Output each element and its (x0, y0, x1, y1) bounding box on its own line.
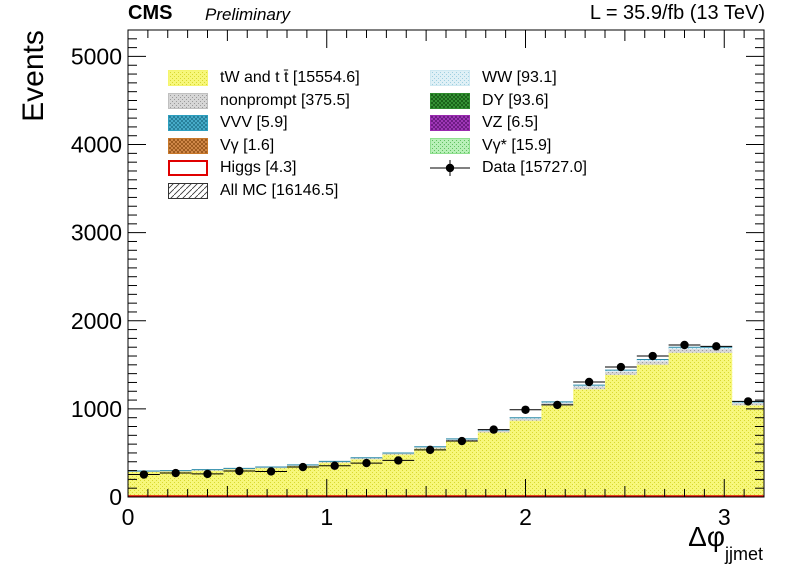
legend-item: Vγ* [15.9] (430, 136, 551, 156)
data-point (203, 469, 212, 479)
legend-swatch (168, 70, 208, 86)
legend-item: DY [93.6] (430, 91, 548, 111)
legend-item: Vγ [1.6] (168, 136, 274, 156)
mc-bar-nonprompt (573, 386, 605, 390)
data-point (743, 397, 753, 406)
experiment-label: CMS (128, 2, 173, 24)
x-tick-label: 0 (122, 504, 135, 530)
mc-bar-nonprompt (382, 453, 415, 455)
x-axis-label-sub: jjmet (724, 544, 763, 564)
mc-bar-nonprompt (509, 418, 542, 421)
data-point (521, 405, 530, 414)
mc-bar (541, 405, 574, 497)
mc-bar (477, 432, 510, 497)
data-point (298, 462, 308, 472)
data-point (235, 466, 244, 476)
data-point (171, 468, 180, 478)
data-point (362, 458, 371, 468)
x-axis-label-main: Δφ (688, 521, 725, 552)
legend-swatch (168, 137, 208, 154)
y-tick-label: 4000 (71, 132, 122, 158)
data-points (128, 340, 764, 479)
x-tick-label: 2 (519, 504, 532, 530)
y-tick-label: 3000 (71, 220, 122, 246)
mc-bar (668, 352, 701, 497)
mc-bar (636, 364, 669, 497)
legend-label: Higgs [4.3] (220, 159, 297, 176)
status-label: Preliminary (205, 5, 291, 24)
legend-label: Data [15727.0] (482, 159, 587, 176)
legend-label: WW [93.1] (482, 69, 557, 86)
plot-axes: 0 1000 2000 3000 4000 5000 0 1 2 3 (71, 29, 765, 530)
legend-item: tW and t t̄ [15554.6] (168, 68, 360, 88)
data-point (489, 425, 498, 434)
legend-swatch (168, 92, 208, 109)
legend-swatch (168, 182, 208, 199)
mc-bar-nonprompt (605, 371, 637, 375)
y-tick-label: 1000 (71, 396, 122, 422)
legend-label: All MC [16146.5] (220, 181, 339, 199)
mc-bar (732, 405, 764, 497)
legend-label: VVV [5.9] (220, 114, 288, 131)
legend-label: DY [93.6] (482, 91, 549, 109)
y-tick-label: 5000 (71, 43, 122, 69)
data-point (330, 461, 339, 470)
legend-item: VVV [5.9] (168, 113, 288, 133)
data-point (553, 400, 562, 410)
legend-item: Higgs [4.3] (168, 158, 296, 178)
legend-label: VZ [6.5] (482, 114, 539, 131)
mc-bar (605, 374, 637, 497)
data-point (139, 470, 149, 479)
data-point (616, 362, 626, 372)
legend-label: Vγ [1.6] (220, 136, 275, 154)
data-point (648, 351, 657, 361)
histogram-bars (128, 346, 764, 497)
data-point (680, 340, 689, 350)
legend-swatch (168, 160, 208, 176)
mc-bar-ww (636, 359, 669, 362)
legend-item: nonprompt [375.5] (168, 91, 350, 111)
luminosity-label: L = 35.9/fb (13 TeV) (589, 2, 765, 24)
y-axis-label: Events (17, 30, 50, 122)
legend-item: VZ [6.5] (430, 113, 538, 133)
x-tick-label: 1 (320, 504, 333, 530)
data-point (394, 456, 403, 465)
mc-bar (446, 440, 478, 497)
legend-swatch (430, 115, 470, 131)
data-point (712, 342, 721, 351)
data-point (266, 467, 276, 476)
legend-label: Vγ* [15.9] (482, 136, 552, 154)
mc-bar (414, 448, 446, 497)
mc-bar-nonprompt (668, 349, 701, 353)
legend-label: nonprompt [375.5] (220, 91, 350, 109)
data-point (425, 445, 435, 455)
mc-bar-nonprompt (350, 458, 383, 460)
legend-item: Data [15727.0] (430, 158, 587, 178)
legend-swatch (430, 92, 470, 109)
data-point (457, 436, 467, 446)
y-tick-label: 2000 (71, 308, 122, 334)
legend-swatch (168, 115, 208, 131)
x-axis-label: Δφjjmet (688, 521, 763, 565)
legend-label: tW and t t̄ [15554.6] (220, 69, 360, 86)
mc-bar (700, 352, 733, 497)
data-point (584, 377, 594, 387)
x-tick-label: 3 (718, 504, 731, 530)
mc-bar-nonprompt (700, 349, 733, 353)
legend-item: WW [93.1] (430, 68, 557, 88)
mc-bar-ww (509, 417, 542, 419)
legend-swatch (430, 70, 470, 86)
legend-swatch (430, 160, 470, 176)
mc-bar (573, 389, 605, 497)
y-tick-label: 0 (109, 484, 122, 510)
legend-item: All MC [16146.5] (168, 181, 338, 201)
mc-bar-nonprompt (636, 361, 669, 365)
legend-swatch (430, 137, 470, 154)
